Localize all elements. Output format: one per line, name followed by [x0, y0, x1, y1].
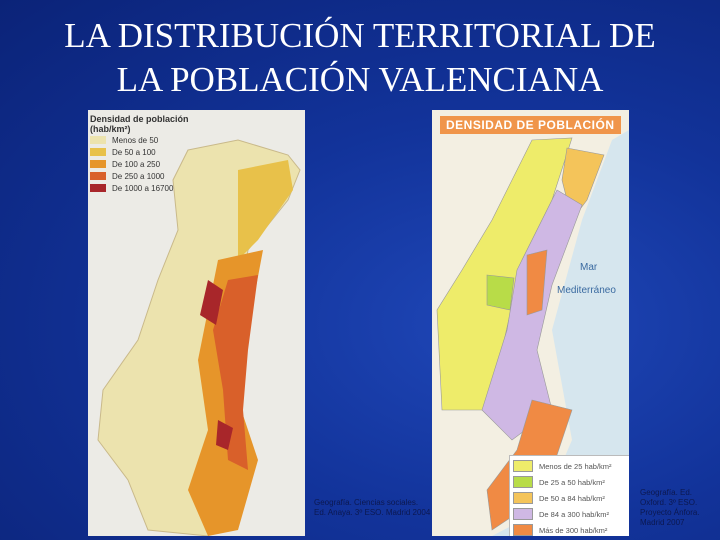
legend-unit: (hab/km²) — [90, 124, 131, 134]
left-density-map: Densidad de población (hab/km²) Menos de… — [88, 110, 305, 536]
legend-swatch — [513, 492, 533, 504]
legend-item: De 50 a 100 — [90, 146, 189, 158]
legend-item: De 100 a 250 — [90, 158, 189, 170]
legend-label: Más de 300 hab/km² — [539, 525, 608, 535]
slide-title: LA DISTRIBUCIÓN TERRITORIAL DE LA POBLAC… — [0, 14, 720, 102]
legend-label: Menos de 25 hab/km² — [539, 461, 612, 471]
legend-item: De 50 a 84 hab/km² — [513, 490, 627, 506]
right-map-legend: Menos de 25 hab/km² De 25 a 50 hab/km² D… — [509, 455, 629, 536]
sea-label-1: Mar — [580, 262, 598, 273]
region-very-high — [213, 275, 258, 470]
legend-label: De 25 a 50 hab/km² — [539, 477, 605, 487]
legend-item: De 250 a 1000 — [90, 170, 189, 182]
region-medium — [238, 160, 293, 260]
legend-swatch — [90, 172, 106, 180]
right-map-caption: Geografía. Ed. Oxford. 3º ESO. Proyecto … — [640, 488, 700, 527]
region-highest-2 — [216, 420, 233, 450]
region-very-high — [526, 249, 548, 316]
legend-label: De 50 a 84 hab/km² — [539, 493, 605, 503]
right-map-header: DENSIDAD DE POBLACIÓN — [440, 116, 621, 134]
legend-label: De 1000 a 16700 — [112, 183, 174, 193]
legend-label: De 250 a 1000 — [112, 171, 165, 181]
left-map-caption: Geografía. Ciencias sociales. Ed. Anaya.… — [314, 498, 431, 517]
title-line-1: LA DISTRIBUCIÓN TERRITORIAL DE — [64, 16, 656, 55]
legend-item: Más de 300 hab/km² — [513, 522, 627, 536]
legend-label: Menos de 50 — [112, 135, 159, 145]
title-line-2: LA POBLACIÓN VALENCIANA — [116, 60, 604, 99]
legend-swatch — [90, 148, 106, 156]
sea-label-2: Mediterráneo — [557, 285, 616, 296]
legend-label: De 50 a 100 — [112, 147, 156, 157]
legend-item: Menos de 25 hab/km² — [513, 458, 627, 474]
legend-swatch — [513, 508, 533, 520]
legend-swatch — [513, 524, 533, 536]
legend-title: Densidad de población — [90, 114, 189, 124]
left-map-territory — [97, 139, 301, 536]
legend-swatch — [513, 460, 533, 472]
legend-item: De 1000 a 16700 — [90, 182, 189, 194]
legend-item: De 84 a 300 hab/km² — [513, 506, 627, 522]
legend-swatch — [90, 184, 106, 192]
legend-label: De 84 a 300 hab/km² — [539, 509, 610, 519]
region-highest — [200, 280, 223, 325]
legend-label: De 100 a 250 — [112, 159, 161, 169]
left-map-legend: Densidad de población (hab/km²) Menos de… — [90, 114, 189, 194]
legend-item: De 25 a 50 hab/km² — [513, 474, 627, 490]
legend-swatch — [90, 136, 106, 144]
legend-swatch — [90, 160, 106, 168]
legend-swatch — [513, 476, 533, 488]
legend-item: Menos de 50 — [90, 134, 189, 146]
right-density-map: DENSIDAD DE POBLACIÓN Mar Mediterráneo M… — [432, 110, 629, 536]
right-map-territory — [432, 110, 629, 536]
region-medium — [486, 274, 515, 311]
